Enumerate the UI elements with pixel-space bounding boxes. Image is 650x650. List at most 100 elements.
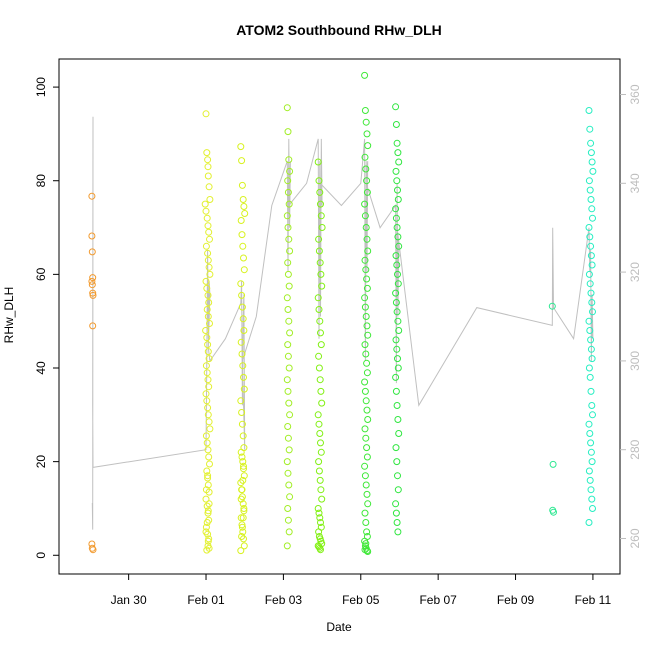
data-point-s0-11: [88, 248, 96, 256]
y2-tick-label-5: 360: [628, 84, 642, 104]
data-point-s2-13: [238, 303, 246, 311]
data-point-s2-0: [237, 143, 245, 151]
data-point-s3-30: [285, 481, 293, 489]
data-point-s8-31: [585, 420, 593, 428]
data-point-s6-3: [394, 149, 402, 157]
data-point-s1-27: [204, 341, 212, 349]
data-point-s1-32: [204, 376, 212, 384]
y2-tick-label-3: 320: [628, 262, 642, 282]
data-point-s8-15: [588, 261, 596, 269]
data-point-s5-23: [361, 341, 369, 349]
data-point-s8-26: [585, 364, 593, 372]
data-point-s1-43: [205, 453, 213, 461]
data-point-s3-24: [286, 411, 294, 419]
data-point-s3-2: [285, 156, 293, 164]
data-point-s2-4: [240, 203, 248, 210]
data-point-s3-34: [285, 528, 293, 536]
data-point-s6-14: [392, 252, 400, 260]
data-point-s0-10: [88, 192, 96, 200]
data-point-s1-23: [204, 313, 212, 320]
data-point-s1-30: [202, 362, 210, 370]
data-point-s1-65: [204, 472, 212, 480]
x-tick-label-1: Feb 01: [187, 593, 225, 607]
data-point-s5-21: [363, 322, 371, 330]
data-point-s2-43: [238, 523, 246, 531]
data-point-s3-10: [286, 247, 294, 255]
data-point-s1-34: [202, 390, 210, 398]
data-point-s4-36: [315, 528, 323, 536]
data-point-s3-13: [285, 282, 293, 290]
data-point-s4-1: [315, 177, 323, 185]
data-point-s4-29: [317, 486, 325, 494]
data-point-s3-35: [283, 542, 291, 550]
data-point-s1-41: [203, 439, 211, 447]
data-point-s5-24: [362, 350, 370, 358]
data-point-s3-8: [284, 224, 292, 231]
y-tick-label-3: 60: [34, 267, 48, 281]
data-point-s1-53: [202, 523, 210, 531]
data-point-s2-41: [237, 547, 245, 555]
data-point-s3-25: [284, 423, 292, 430]
data-point-s4-24: [317, 439, 324, 447]
data-point-s6-38: [393, 519, 401, 526]
data-point-s1-49: [202, 495, 210, 503]
y-tick-label-5: 100: [34, 77, 48, 97]
data-point-s4-44: [317, 546, 324, 554]
data-point-s8-32: [586, 430, 594, 437]
x-tick-label-0: Jan 30: [111, 593, 147, 607]
data-point-s2-15: [240, 327, 248, 334]
data-point-s8-39: [588, 495, 596, 503]
data-point-s5-29: [362, 397, 370, 405]
secondary-line: [91, 116, 594, 530]
data-point-s4-15: [317, 341, 325, 349]
data-point-s8-8: [587, 196, 595, 203]
data-point-s5-30: [363, 406, 371, 414]
data-point-s2-6: [237, 217, 245, 224]
data-point-s1-18: [202, 277, 210, 285]
data-point-s5-16: [363, 275, 371, 283]
data-point-s3-31: [286, 493, 294, 501]
data-point-s8-2: [587, 139, 595, 147]
data-point-s3-0: [283, 104, 291, 112]
data-point-s8-6: [585, 177, 593, 185]
data-point-s1-35: [203, 397, 211, 405]
data-point-s1-50: [203, 502, 211, 510]
data-point-s1-9: [203, 214, 211, 222]
data-point-s6-32: [392, 444, 400, 452]
data-point-s5-3: [363, 130, 371, 138]
data-point-s3-28: [283, 458, 291, 466]
data-point-s1-7: [201, 200, 209, 208]
data-point-s8-35: [588, 458, 596, 466]
data-point-s6-19: [392, 299, 400, 306]
data-point-s2-8: [239, 242, 247, 250]
data-point-s1-59: [205, 535, 213, 543]
data-point-s5-36: [361, 462, 369, 470]
y-tick-label-1: 20: [34, 455, 48, 469]
data-point-s0-4: [89, 291, 97, 299]
data-point-s8-25: [588, 355, 596, 363]
data-point-s5-6: [362, 165, 370, 173]
x-tick-label-6: Feb 11: [575, 593, 612, 607]
data-point-s5-25: [363, 359, 371, 367]
data-point-s5-15: [362, 266, 370, 274]
data-point-s5-35: [363, 453, 371, 461]
data-point-s2-3: [239, 196, 247, 203]
data-point-s2-48: [239, 476, 247, 484]
axes-layer: Jan 30 Feb 01 Feb 03 Feb 05 Feb 07 Feb 09 Feb …: [34, 77, 642, 607]
data-point-s1-26: [203, 334, 211, 342]
data-point-s2-18: [239, 362, 247, 370]
data-point-s4-33: [316, 514, 324, 522]
data-point-s4-27: [315, 467, 323, 475]
data-point-s8-5: [589, 167, 597, 175]
data-point-s4-25: [317, 448, 325, 456]
data-point-s5-51: [362, 540, 370, 548]
data-point-s0-8: [89, 546, 97, 554]
data-point-s2-24: [239, 432, 247, 440]
data-point-s6-37: [392, 509, 400, 517]
data-point-s1-14: [204, 249, 212, 257]
data-point-s1-46: [204, 474, 212, 482]
data-point-s6-27: [392, 373, 400, 381]
data-point-s6-21: [394, 317, 402, 325]
chart-title: ATOM2 Southbound RHw_DLH: [236, 22, 442, 38]
data-point-s3-18: [284, 341, 292, 349]
